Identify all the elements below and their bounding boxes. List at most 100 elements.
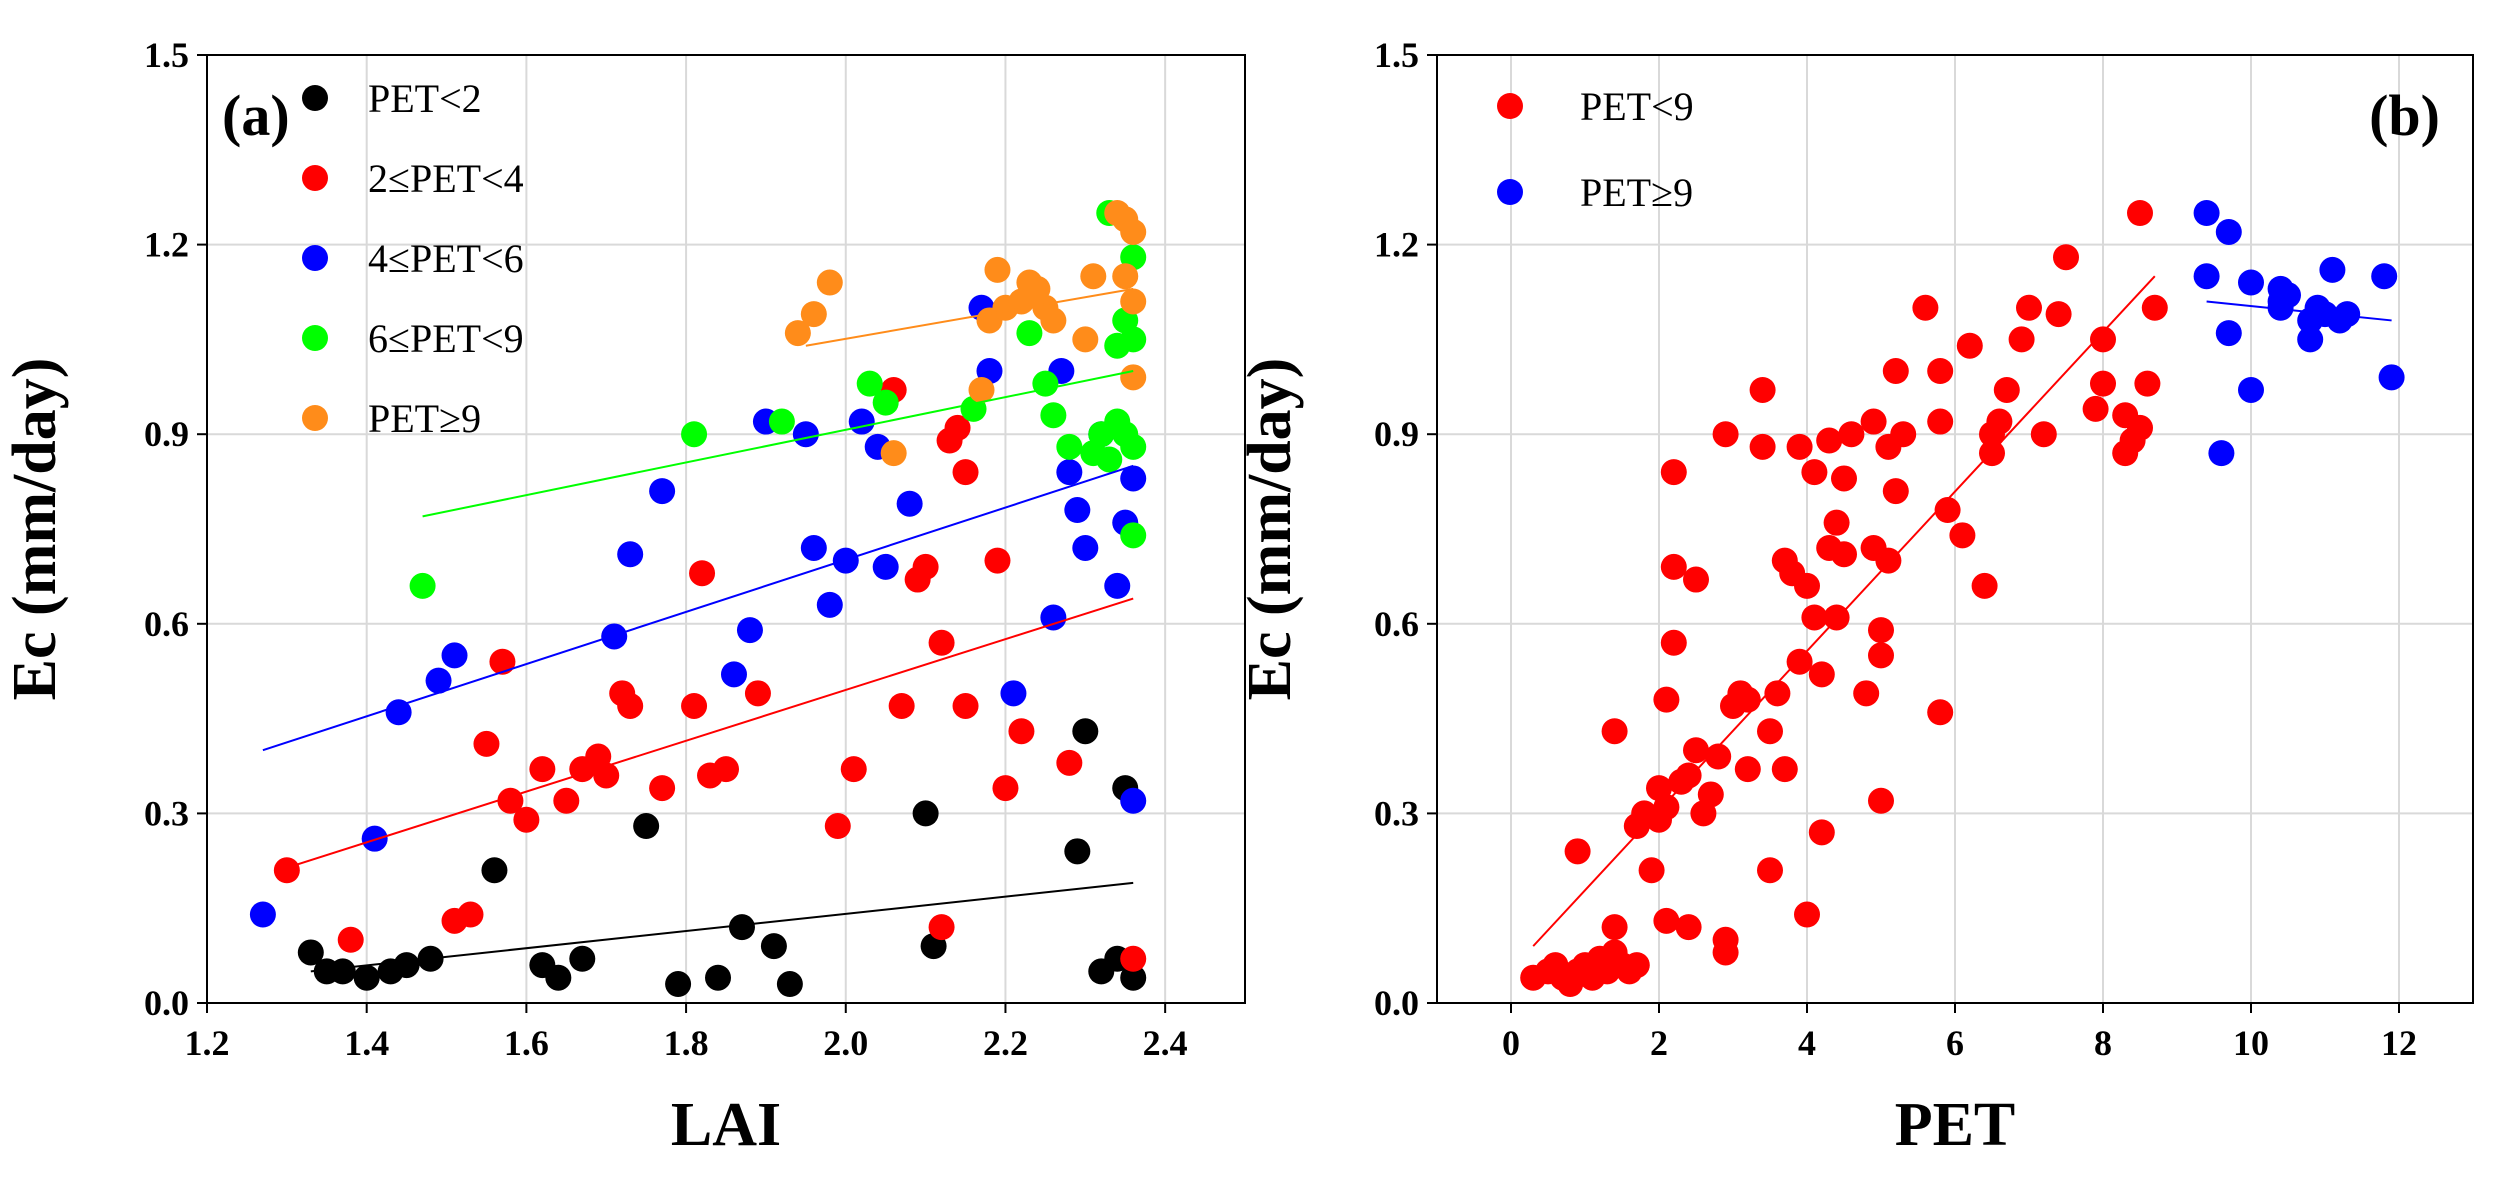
data-point (776, 971, 803, 998)
series-1 (273, 376, 1147, 972)
data-point (441, 642, 468, 669)
data-point (297, 939, 324, 966)
legend: PET<2 2≤PET<4 4≤PET<6 6≤PET<9 PET≥9 (302, 76, 524, 441)
data-point (1971, 572, 1998, 599)
data-point (1032, 370, 1059, 397)
data-point (1786, 433, 1813, 460)
data-point (385, 699, 412, 726)
data-point (816, 269, 843, 296)
data-point (1096, 446, 1123, 473)
data-point (1757, 857, 1783, 884)
data-point (1683, 566, 1709, 593)
legend-label: PET<9 (1580, 84, 1694, 129)
x-tick-label: 0 (1502, 1023, 1520, 1063)
legend-label: PET≥9 (1580, 170, 1693, 215)
data-point (1120, 964, 1147, 991)
data-point (1120, 326, 1147, 353)
y-tick-label: 1.5 (144, 35, 189, 75)
data-point (1120, 522, 1147, 549)
data-point (2238, 269, 2264, 296)
data-point (792, 421, 819, 448)
data-point (1764, 680, 1791, 707)
data-point (1120, 288, 1147, 315)
data-point (681, 421, 708, 448)
legend-marker (302, 405, 328, 431)
x-tick-label: 1.2 (185, 1023, 230, 1063)
x-tick-label: 2 (1650, 1023, 1668, 1063)
data-point (649, 478, 676, 505)
data-point (872, 553, 899, 580)
data-point (249, 901, 276, 928)
data-point (952, 692, 979, 719)
x-tick-label: 2.0 (823, 1023, 868, 1063)
data-point (1040, 402, 1067, 429)
data-point (713, 756, 739, 783)
legend-marker (302, 165, 328, 191)
data-point (800, 301, 827, 328)
data-point (633, 813, 660, 840)
data-point (2238, 376, 2264, 403)
x-tick-label: 6 (1946, 1023, 1964, 1063)
data-point (992, 775, 1019, 802)
data-point (1601, 718, 1628, 745)
data-point (1831, 541, 1857, 568)
data-point (1675, 762, 1702, 789)
data-point (2127, 414, 2153, 441)
data-point (944, 414, 971, 441)
data-point (1823, 509, 1850, 536)
data-point (393, 952, 420, 979)
data-point (2016, 294, 2042, 321)
y-tick-label: 0.0 (1374, 983, 1419, 1023)
panel-label: (a) (222, 83, 290, 148)
y-tick-label: 0.9 (144, 414, 189, 454)
data-point (1868, 617, 1894, 644)
x-tick-label: 2.4 (1143, 1023, 1188, 1063)
data-point (329, 958, 356, 985)
data-point (2275, 282, 2301, 309)
data-point (720, 661, 747, 688)
data-point (1771, 756, 1798, 783)
data-point (2082, 395, 2109, 422)
data-point (2008, 326, 2035, 353)
data-point (1056, 433, 1083, 460)
fit-line (2206, 300, 2392, 322)
data-point (912, 553, 939, 580)
data-point (1040, 307, 1067, 334)
data-point (2319, 256, 2346, 283)
data-point (896, 490, 923, 517)
data-point (489, 648, 516, 675)
data-point (2127, 200, 2153, 226)
data-point (872, 389, 899, 416)
data-point (1934, 497, 1961, 524)
data-point (705, 964, 732, 991)
data-point (1749, 433, 1776, 460)
data-point (840, 756, 867, 783)
data-point (1072, 534, 1099, 561)
data-point (1956, 332, 1983, 359)
y-tick-label: 0.3 (144, 793, 189, 833)
y-tick-label: 0.0 (144, 983, 189, 1023)
data-point (337, 926, 364, 953)
data-point (744, 680, 771, 707)
data-point (2334, 301, 2361, 328)
data-point (1749, 376, 1776, 403)
x-axis-title: PET (1895, 1091, 2016, 1159)
legend-marker (302, 245, 328, 271)
data-point (1653, 794, 1680, 821)
data-point (2193, 263, 2220, 290)
data-point (1912, 294, 1939, 321)
data-point (481, 857, 508, 884)
data-point (2045, 301, 2072, 328)
panel-b-scatter-pet: 0 2 4 6 8 10 12 0.0 0.3 0.6 0.9 1.2 1.5 PET Ec (mm/day… (1236, 35, 2474, 1159)
legend-label: 4≤PET<6 (368, 236, 524, 281)
data-point (1860, 408, 1887, 435)
data-point (689, 560, 716, 587)
data-point (1816, 427, 1843, 454)
data-point (800, 534, 827, 561)
x-tick-label: 10 (2233, 1023, 2269, 1063)
data-point (1056, 459, 1083, 486)
data-point (473, 730, 500, 757)
data-point (1882, 358, 1909, 384)
data-point (2193, 200, 2220, 226)
y-tick-label: 1.2 (144, 225, 189, 265)
